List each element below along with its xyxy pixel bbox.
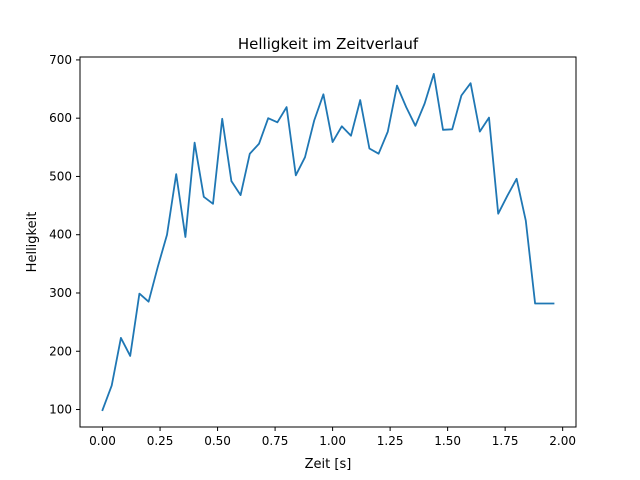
x-tick-label: 0.25 — [147, 434, 174, 448]
x-tick-label: 0.50 — [204, 434, 231, 448]
y-tick-label: 300 — [49, 286, 72, 300]
x-tick-label: 2.00 — [549, 434, 576, 448]
x-axis-label: Zeit [s] — [305, 457, 352, 472]
y-tick-label: 500 — [49, 169, 72, 183]
series-line — [101, 73, 555, 412]
y-axis-label: Helligkeit — [25, 212, 40, 273]
x-tick-label: 0.00 — [89, 434, 116, 448]
x-tick-label: 1.75 — [492, 434, 519, 448]
y-tick-label: 400 — [49, 228, 72, 242]
y-axis-ticks: 100 200 300 400 500 600 700 — [49, 53, 80, 417]
y-tick-label: 700 — [49, 53, 72, 67]
y-tick-label: 100 — [49, 403, 72, 417]
y-tick-label: 200 — [49, 344, 72, 358]
chart-title: Helligkeit im Zeitverlauf — [238, 35, 419, 53]
plot-area — [101, 73, 555, 412]
axes-frame — [79, 56, 577, 428]
x-tick-label: 1.25 — [377, 434, 404, 448]
x-tick-label: 1.00 — [319, 434, 346, 448]
y-tick-label: 600 — [49, 111, 72, 125]
x-tick-label: 1.50 — [434, 434, 461, 448]
x-axis-ticks: 0.00 0.25 0.50 0.75 1.00 1.25 1.50 1.75 2.00 — [89, 427, 576, 448]
x-tick-label: 0.75 — [262, 434, 289, 448]
